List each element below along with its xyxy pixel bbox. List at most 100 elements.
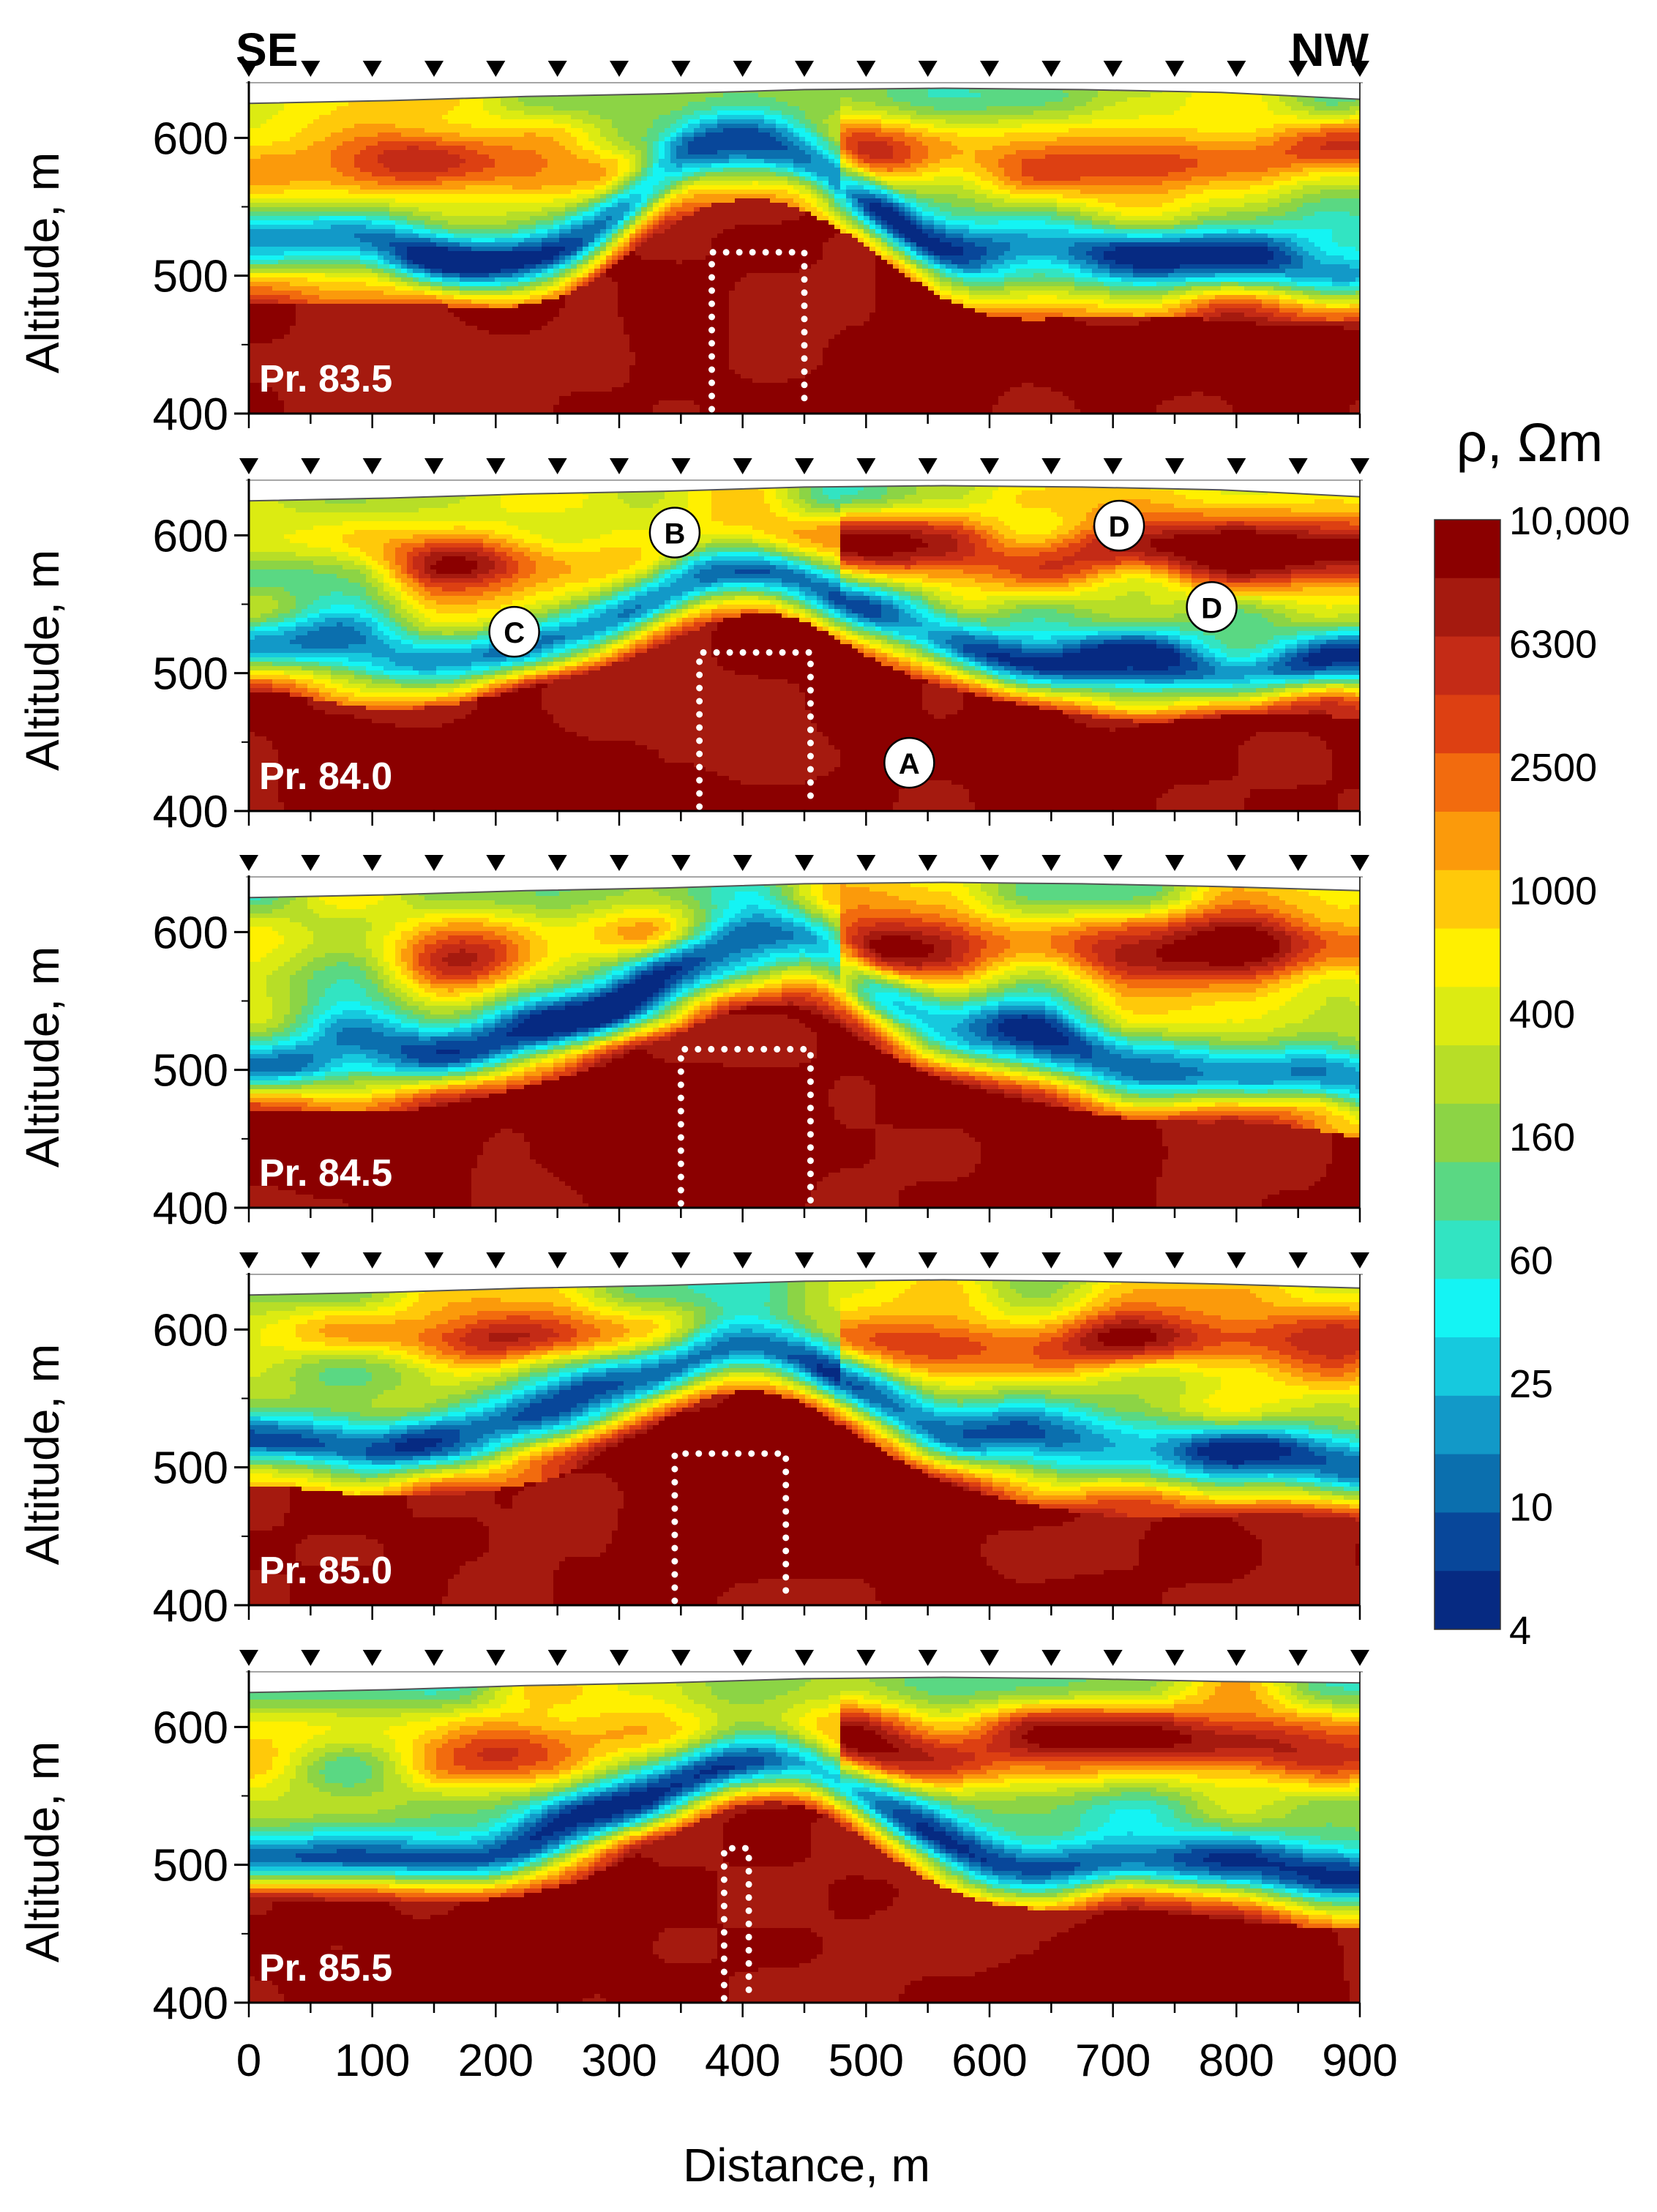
electrode-marker [1350, 1650, 1369, 1666]
label-nw: NW [1290, 23, 1369, 76]
electrode-marker [980, 1252, 999, 1268]
y-tick-label: 500 [153, 1046, 228, 1096]
x-tick-label: 700 [1075, 2036, 1151, 2086]
electrode-marker [548, 458, 567, 474]
colorbar-title: ρ, Ωm [1456, 412, 1603, 473]
electrode-marker [1350, 1252, 1369, 1268]
profile-label: Pr. 85.0 [259, 1550, 392, 1592]
x-tick-label: 400 [705, 2036, 780, 2086]
electrode-marker [424, 1252, 444, 1268]
electrode-marker [301, 1252, 320, 1268]
electrode-marker [1227, 855, 1246, 871]
y-tick-label: 400 [153, 389, 228, 440]
colorbar-segment [1435, 695, 1500, 753]
electrode-marker [239, 458, 258, 474]
electrode-marker [1104, 855, 1123, 871]
y-axis-title: Altitude, m [16, 1344, 69, 1565]
electrode-marker [856, 1650, 875, 1666]
colorbar-segment [1435, 1045, 1500, 1104]
y-tick-label: 600 [153, 511, 228, 561]
electrode-marker [610, 855, 629, 871]
electrode-marker [1289, 855, 1308, 871]
electrode-marker [671, 1650, 690, 1666]
electrode-marker [1227, 1252, 1246, 1268]
x-tick-label: 900 [1322, 2036, 1397, 2086]
profile-label: Pr. 83.5 [259, 358, 392, 400]
electrode-marker [671, 458, 690, 474]
electrode-marker [856, 61, 875, 77]
electrode-marker [486, 1252, 505, 1268]
electrode-marker [363, 61, 382, 77]
annotation-label: D [1201, 592, 1222, 624]
profile-label: Pr. 84.5 [259, 1152, 392, 1195]
x-tick-label: 200 [458, 2036, 534, 2086]
colorbar-segment [1435, 1337, 1500, 1396]
colorbar-label: 400 [1509, 993, 1575, 1036]
colorbar-segment [1435, 753, 1500, 812]
electrode-marker [1350, 855, 1369, 871]
electrode-marker [610, 1252, 629, 1268]
colorbar-segment [1435, 578, 1500, 637]
electrode-marker [671, 61, 690, 77]
electrode-marker [980, 855, 999, 871]
colorbar-segment [1435, 1162, 1500, 1221]
colorbar-label: 6300 [1509, 622, 1597, 666]
y-axis-title: Altitude, m [16, 550, 69, 771]
electrode-marker [1104, 61, 1123, 77]
colorbar-label: 10 [1509, 1486, 1553, 1530]
electrode-marker [1165, 1650, 1184, 1666]
electrode-marker [1104, 1252, 1123, 1268]
electrode-marker [239, 855, 258, 871]
y-axis-title: Altitude, m [16, 946, 69, 1167]
colorbar-segment [1435, 870, 1500, 929]
resistivity-field [249, 870, 1362, 1208]
y-tick-label: 500 [153, 1443, 228, 1494]
colorbar-label: 4 [1509, 1609, 1531, 1653]
x-tick-label: 800 [1199, 2036, 1274, 2086]
colorbar-segment [1435, 1512, 1500, 1571]
electrode-marker [301, 61, 320, 77]
electrode-marker [548, 61, 567, 77]
electrode-marker [1041, 61, 1061, 77]
electrode-marker [980, 61, 999, 77]
colorbar-segment [1435, 812, 1500, 870]
annotation-label: A [899, 748, 920, 780]
electrode-marker [1041, 1650, 1061, 1666]
electrode-marker [856, 1252, 875, 1268]
colorbar-segment [1435, 987, 1500, 1045]
electrode-marker [548, 1252, 567, 1268]
colorbar-segment [1435, 1279, 1500, 1337]
electrode-marker [1227, 458, 1246, 474]
electrode-marker [856, 458, 875, 474]
electrode-marker [1165, 1252, 1184, 1268]
electrode-marker [1289, 1650, 1308, 1666]
electrode-marker [1165, 61, 1184, 77]
colorbar-label: 160 [1509, 1116, 1575, 1159]
electrode-marker [795, 61, 814, 77]
colorbar-label: 2500 [1509, 746, 1597, 790]
electrode-marker [301, 1650, 320, 1666]
resistivity-field [249, 75, 1362, 414]
annotation-label: D [1109, 511, 1130, 543]
colorbar-segment [1435, 520, 1500, 578]
y-tick-label: 500 [153, 649, 228, 700]
colorbar-label: 60 [1509, 1239, 1553, 1283]
electrode-marker [795, 855, 814, 871]
electrode-marker [919, 1650, 938, 1666]
colorbar-segment [1435, 1220, 1500, 1279]
electrode-marker [1041, 855, 1061, 871]
electrode-marker [610, 61, 629, 77]
electrode-marker [671, 855, 690, 871]
electrode-marker [486, 855, 505, 871]
electrode-marker [919, 855, 938, 871]
electrode-marker [424, 458, 444, 474]
electrode-marker [424, 855, 444, 871]
electrode-marker [363, 855, 382, 871]
y-tick-label: 600 [153, 1703, 228, 1753]
